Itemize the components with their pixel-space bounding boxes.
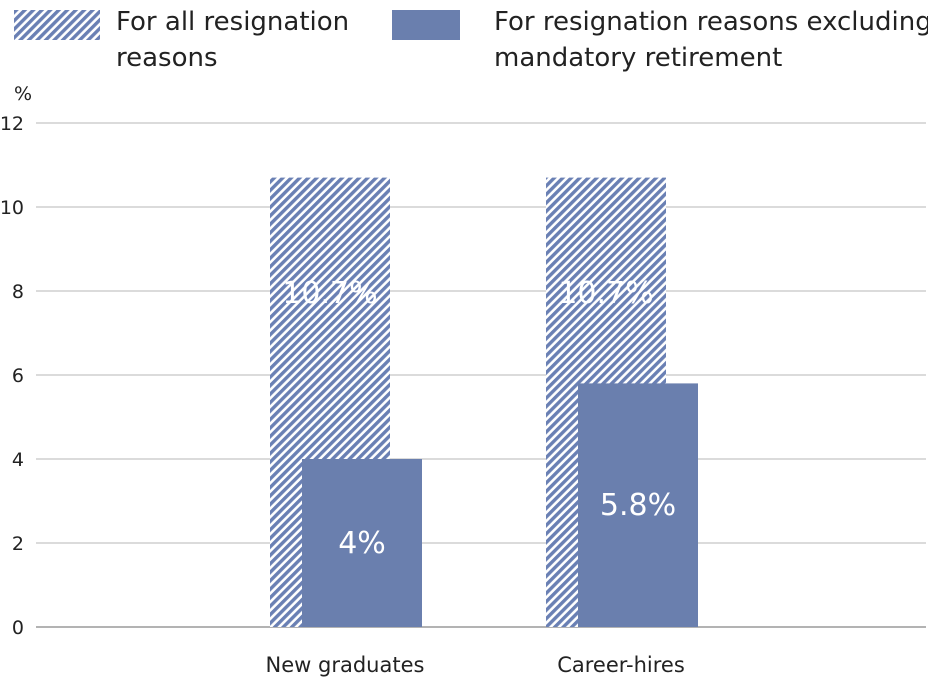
y-tick-label: 10: [0, 197, 24, 219]
bar-excluding-retirement: [578, 383, 698, 627]
bar-excluding-retirement: [302, 459, 422, 627]
y-tick-label: 4: [12, 449, 24, 471]
legend-item-excluding-retirement: For resignation reasons excluding mandat…: [392, 4, 928, 76]
legend-label-all-reasons: For all resignation reasons: [116, 7, 350, 73]
y-tick-label: 6: [12, 365, 24, 387]
data-label: 4%: [338, 526, 386, 561]
y-axis: 0 2 4 6 8 10 12: [0, 113, 24, 639]
x-axis: New graduates Career-hires: [266, 653, 685, 677]
bars: 10.7% 4% 10.7% 5.8%: [270, 177, 698, 627]
legend-swatch-hatched: [14, 10, 100, 40]
y-tick-label: 12: [0, 113, 24, 135]
legend-label-excluding-retirement: For resignation reasons excluding mandat…: [494, 7, 928, 73]
x-category-label: New graduates: [266, 653, 425, 677]
x-category-label: Career-hires: [557, 653, 685, 677]
y-tick-label: 2: [12, 533, 24, 555]
legend-swatch-solid: [392, 10, 460, 40]
y-tick-label: 8: [12, 281, 24, 303]
data-label: 5.8%: [600, 488, 676, 523]
legend-item-all-reasons: For all resignation reasons: [14, 4, 376, 76]
y-axis-unit-label: %: [14, 83, 32, 105]
data-label: 10.7%: [558, 276, 653, 311]
gridlines: [36, 122, 926, 628]
data-label: 10.7%: [282, 276, 377, 311]
y-tick-label: 0: [12, 617, 24, 639]
